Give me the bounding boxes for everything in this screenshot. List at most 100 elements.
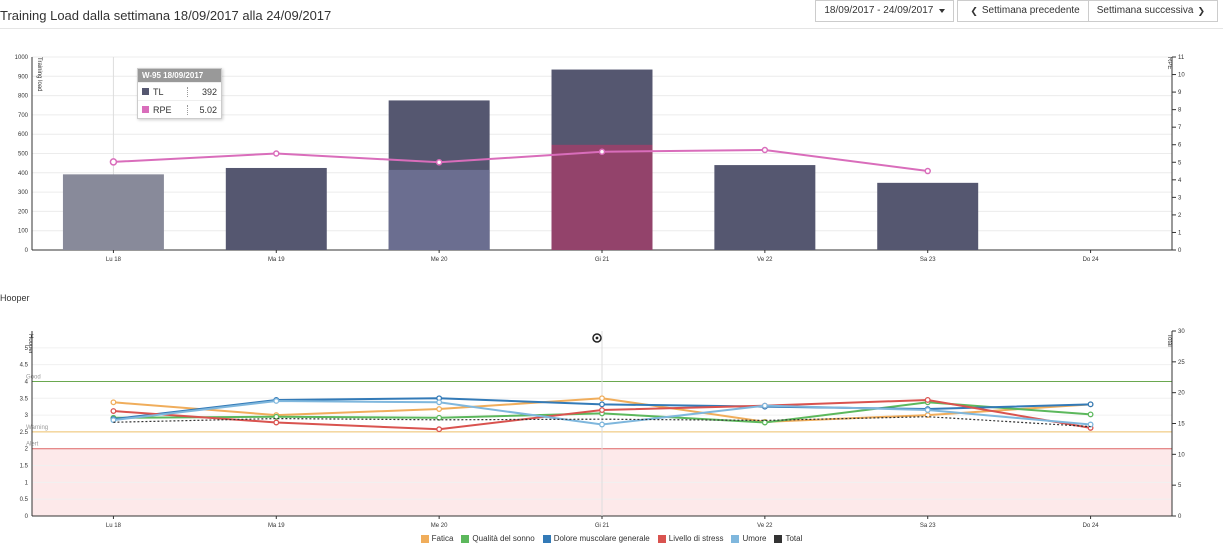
hooper-point — [599, 421, 605, 428]
hooper-point — [1087, 411, 1094, 418]
y2-tick-label: 3 — [1178, 195, 1182, 201]
next-week-button[interactable]: Settimana successiva ❯ — [1087, 0, 1218, 22]
legend-label: Umore — [742, 534, 767, 543]
x-tick-label: Sa 23 — [920, 523, 936, 529]
y-tick-label: 1000 — [15, 55, 29, 61]
y-tick-label: 2.5 — [20, 430, 29, 436]
y-tick-label: 300 — [18, 190, 29, 196]
tooltip-title: W-95 18/09/2017 — [138, 69, 221, 82]
caret-down-icon — [939, 9, 946, 13]
zone-label: Warning — [26, 425, 48, 431]
y-tick-label: 800 — [18, 94, 29, 100]
y-tick-label: 700 — [18, 113, 29, 119]
tooltip-row-tl: TL 392 — [138, 82, 221, 100]
tooltip-tl-swatch — [142, 88, 149, 95]
y-tick-label: 400 — [18, 171, 29, 177]
hooper-point — [436, 426, 443, 433]
tooltip-rpe-value: 5.02 — [187, 104, 221, 115]
y2-tick-label: 6 — [1178, 143, 1182, 149]
rpe-line — [113, 148, 928, 173]
hooper-point — [924, 407, 931, 413]
legend-label: Total — [785, 534, 803, 543]
x-tick-label: Lu 18 — [106, 257, 122, 263]
y-tick-label: 4.5 — [20, 363, 29, 369]
legend-swatch — [420, 534, 429, 543]
hooper-point — [110, 408, 117, 415]
rpe-point — [435, 159, 443, 166]
x-tick-label: Lu 18 — [106, 523, 122, 529]
hooper-point — [273, 419, 280, 426]
y2-tick-label: 11 — [1178, 55, 1185, 61]
chevron-right-icon: ❯ — [1197, 6, 1205, 16]
previous-week-label: Settimana precedente — [981, 5, 1080, 16]
y-tick-label: 0.5 — [20, 497, 29, 503]
legend-swatch — [774, 534, 783, 543]
y-tick-label: 0 — [25, 248, 29, 254]
x-tick-label: Ma 19 — [268, 523, 285, 529]
hooper-point — [436, 399, 443, 406]
tl-bar — [225, 167, 327, 250]
y-tick-label: 200 — [18, 209, 29, 215]
y2-tick-label: 20 — [1178, 391, 1185, 397]
next-week-label: Settimana successiva — [1096, 5, 1194, 16]
x-tick-label: Ma 19 — [268, 257, 285, 263]
legend-item[interactable]: Qualità del sonno — [461, 534, 535, 543]
legend-label: Livello di stress — [668, 534, 724, 543]
y2-tick-label: 4 — [1178, 178, 1182, 184]
tl-bar — [62, 174, 164, 250]
chart-tooltip: W-95 18/09/2017 TL 392 RPE 5.02 — [137, 68, 222, 119]
x-tick-label: Gi 21 — [595, 257, 610, 263]
hooper-point — [924, 397, 931, 403]
hooper-point — [273, 413, 280, 420]
ball-icon-center — [595, 336, 599, 340]
legend-item[interactable]: Dolore muscolare generale — [542, 534, 650, 543]
y-axis-title: Hooper — [27, 334, 33, 354]
zone-label: Good — [26, 374, 41, 380]
x-tick-label: Sa 23 — [920, 257, 936, 263]
week-toolbar: 18/09/2017 - 24/09/2017 ❮ Settimana prec… — [812, 0, 1218, 22]
y-tick-label: 3.5 — [20, 396, 29, 402]
y2-tick-label: 9 — [1178, 90, 1182, 96]
y-tick-label: 0 — [25, 514, 29, 520]
tooltip-rpe-swatch — [142, 106, 149, 113]
legend-item[interactable]: Livello di stress — [657, 534, 724, 543]
legend-item[interactable]: Total — [774, 534, 802, 543]
hooper-point — [110, 399, 117, 406]
legend-item[interactable]: Fatica — [420, 534, 454, 543]
legend-label: Dolore muscolare generale — [553, 534, 650, 543]
y2-tick-label: 10 — [1178, 452, 1185, 458]
y2-tick-label: 0 — [1178, 514, 1182, 520]
hooper-legend: Fatica Qualità del sonno Dolore muscolare … — [0, 534, 1223, 543]
y-tick-label: 1.5 — [20, 464, 29, 470]
hooper-point — [1087, 401, 1094, 408]
date-range-dropdown[interactable]: 18/09/2017 - 24/09/2017 — [815, 0, 955, 22]
tl-bar — [714, 165, 816, 250]
hooper-point — [273, 398, 280, 404]
hooper-section-title: Hooper — [0, 293, 30, 303]
date-range-label: 18/09/2017 - 24/09/2017 — [824, 5, 934, 16]
x-tick-label: Me 20 — [431, 523, 448, 529]
hooper-point — [761, 402, 768, 409]
y2-tick-label: 1 — [1178, 230, 1182, 236]
y2-tick-label: 0 — [1178, 248, 1182, 254]
tl-bar — [877, 182, 979, 250]
y2-tick-label: 30 — [1178, 329, 1185, 335]
y-tick-label: 500 — [18, 152, 29, 158]
tooltip-rpe-name: RPE — [153, 104, 172, 115]
legend-item[interactable]: Umore — [731, 534, 766, 543]
y2-tick-label: 5 — [1178, 483, 1182, 489]
y2-tick-label: 25 — [1178, 360, 1185, 366]
y-tick-label: 2 — [25, 447, 29, 453]
hooper-point — [1087, 421, 1094, 428]
legend-swatch — [542, 534, 551, 543]
tl-bar-overlay — [551, 144, 653, 250]
y-tick-label: 600 — [18, 132, 29, 138]
tooltip-tl-value: 392 — [187, 86, 221, 97]
y-tick-label: 4 — [25, 379, 29, 385]
y-tick-label: 1 — [25, 480, 29, 486]
page-title: Training Load dalla settimana 18/09/2017… — [0, 8, 332, 23]
legend-label: Fatica — [431, 534, 454, 543]
previous-week-button[interactable]: ❮ Settimana precedente — [957, 0, 1089, 22]
y2-axis-title: RPE — [1166, 57, 1172, 69]
hooper-point — [599, 407, 605, 413]
